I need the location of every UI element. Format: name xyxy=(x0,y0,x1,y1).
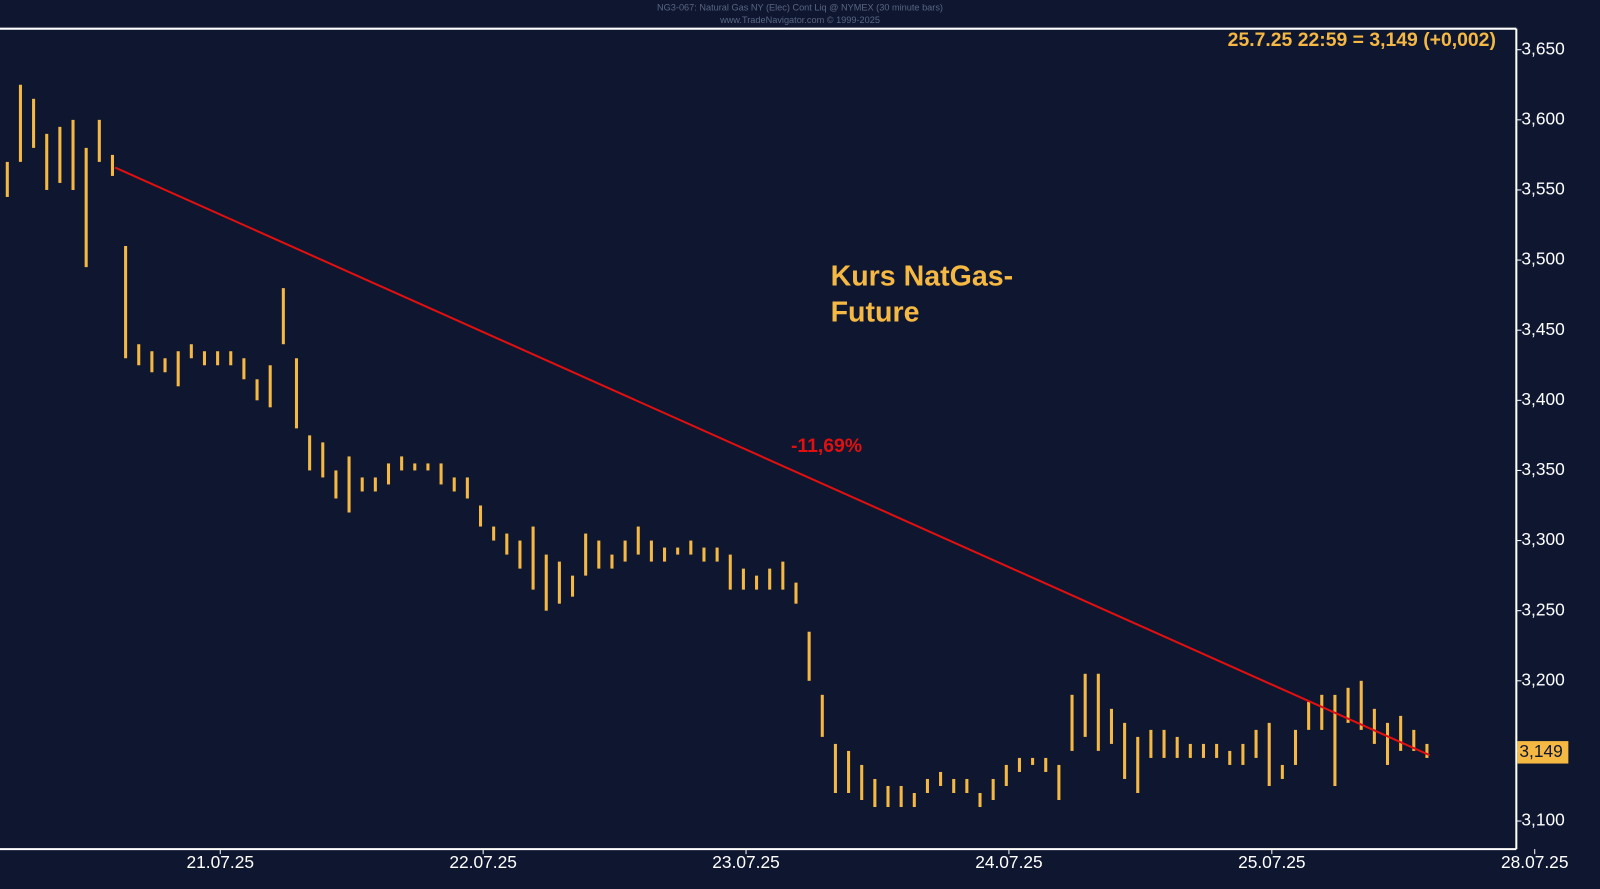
x-tick-label: 28.07.25 xyxy=(1501,852,1568,872)
x-tick-label: 25.07.25 xyxy=(1238,852,1305,872)
header: NG3-067: Natural Gas NY (Elec) Cont Liq … xyxy=(657,3,943,13)
y-tick-label: 3,250 xyxy=(1521,599,1564,619)
y-tick-label: 3,450 xyxy=(1521,319,1564,339)
source: www.TradeNavigator.com © 1999-2025 xyxy=(719,15,880,25)
x-tick-label: 23.07.25 xyxy=(712,852,779,872)
chart-title: Kurs NatGas-Future xyxy=(831,260,1014,328)
trendline-label: -11,69% xyxy=(791,435,862,457)
y-tick-label: 3,550 xyxy=(1521,179,1564,199)
x-tick-label: 21.07.25 xyxy=(187,852,254,872)
y-tick-label: 3,300 xyxy=(1521,529,1564,549)
y-tick-label: 3,350 xyxy=(1521,459,1564,479)
quote: 25.7.25 22:59 = 3,149 (+0,002) xyxy=(1228,29,1496,51)
y-tick-label: 3,100 xyxy=(1521,810,1564,830)
y-tick-label: 3,650 xyxy=(1521,38,1564,58)
x-tick-label: 24.07.25 xyxy=(975,852,1042,872)
y-tick-label: 3,200 xyxy=(1521,669,1564,689)
y-tick-label: 3,600 xyxy=(1521,108,1564,128)
last-price-tag xyxy=(1517,741,1569,764)
x-tick-label: 22.07.25 xyxy=(449,852,516,872)
y-tick-label: 3,500 xyxy=(1521,249,1564,269)
last-price-label: 3,149 xyxy=(1519,741,1562,761)
trendline xyxy=(114,166,1430,757)
y-tick-label: 3,400 xyxy=(1521,389,1564,409)
